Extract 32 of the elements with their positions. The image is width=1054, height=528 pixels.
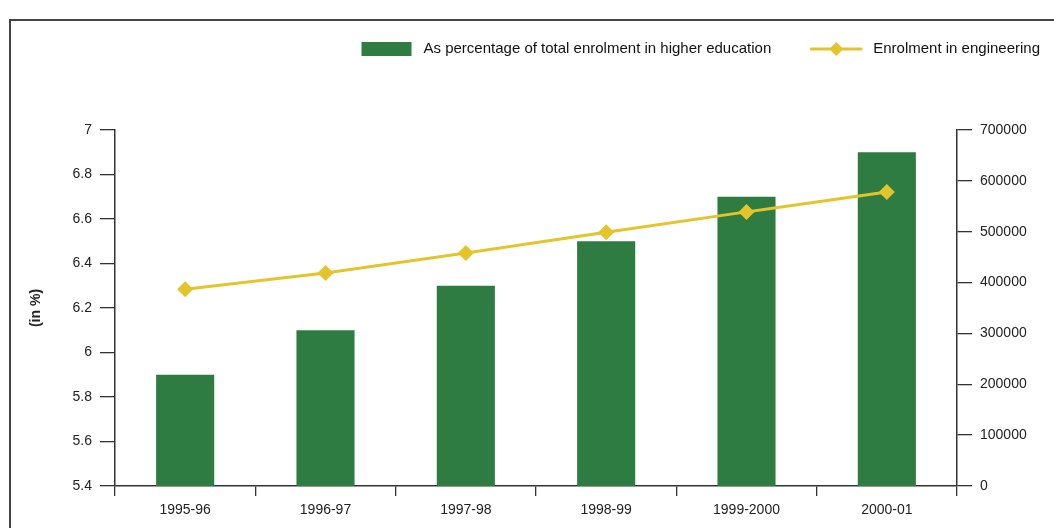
y-tick-label: 7 [84,120,93,137]
y-tick-label: 5.4 [72,476,93,493]
legend-label: As percentage of total enrolment in higher education [423,39,772,57]
point [457,245,474,262]
y2-tick-label: 200000 [980,375,1027,392]
y-tick-label: 5.6 [72,432,93,449]
y-tick-label: 6.2 [72,298,93,315]
x-tick-label: 1996-97 [299,501,352,518]
x-tick-label: 2000-01 [861,501,913,518]
x-tick-label: 1999-2000 [713,501,781,518]
y-tick-label: 6 [84,343,93,360]
y-tick-label: 5.8 [72,387,93,404]
y-tick-label: 6.6 [72,209,93,226]
y-tick-label: 6.8 [72,165,93,182]
legend-label: Enrolment in engineering [873,39,1041,57]
x-tick-label: 1997-98 [440,501,492,518]
x-tick-label: 1995-96 [159,501,212,518]
y2-tick-label: 600000 [980,171,1027,188]
point [317,264,334,281]
point [878,184,895,201]
y2-tick-label: 100000 [980,426,1027,442]
point [598,224,615,241]
y-axis-title: (in %) [27,288,44,328]
y2-tick-label: 0 [980,476,988,493]
y2-tick-label: 300000 [980,324,1027,341]
y-tick-label: 6.4 [72,254,93,271]
point [177,281,194,298]
point [738,203,755,220]
y2-tick-label: 500000 [980,222,1027,239]
y2-tick-label: 700000 [980,120,1027,137]
x-tick-label: 1998-99 [580,501,633,518]
y2-tick-label: 400000 [980,273,1027,290]
